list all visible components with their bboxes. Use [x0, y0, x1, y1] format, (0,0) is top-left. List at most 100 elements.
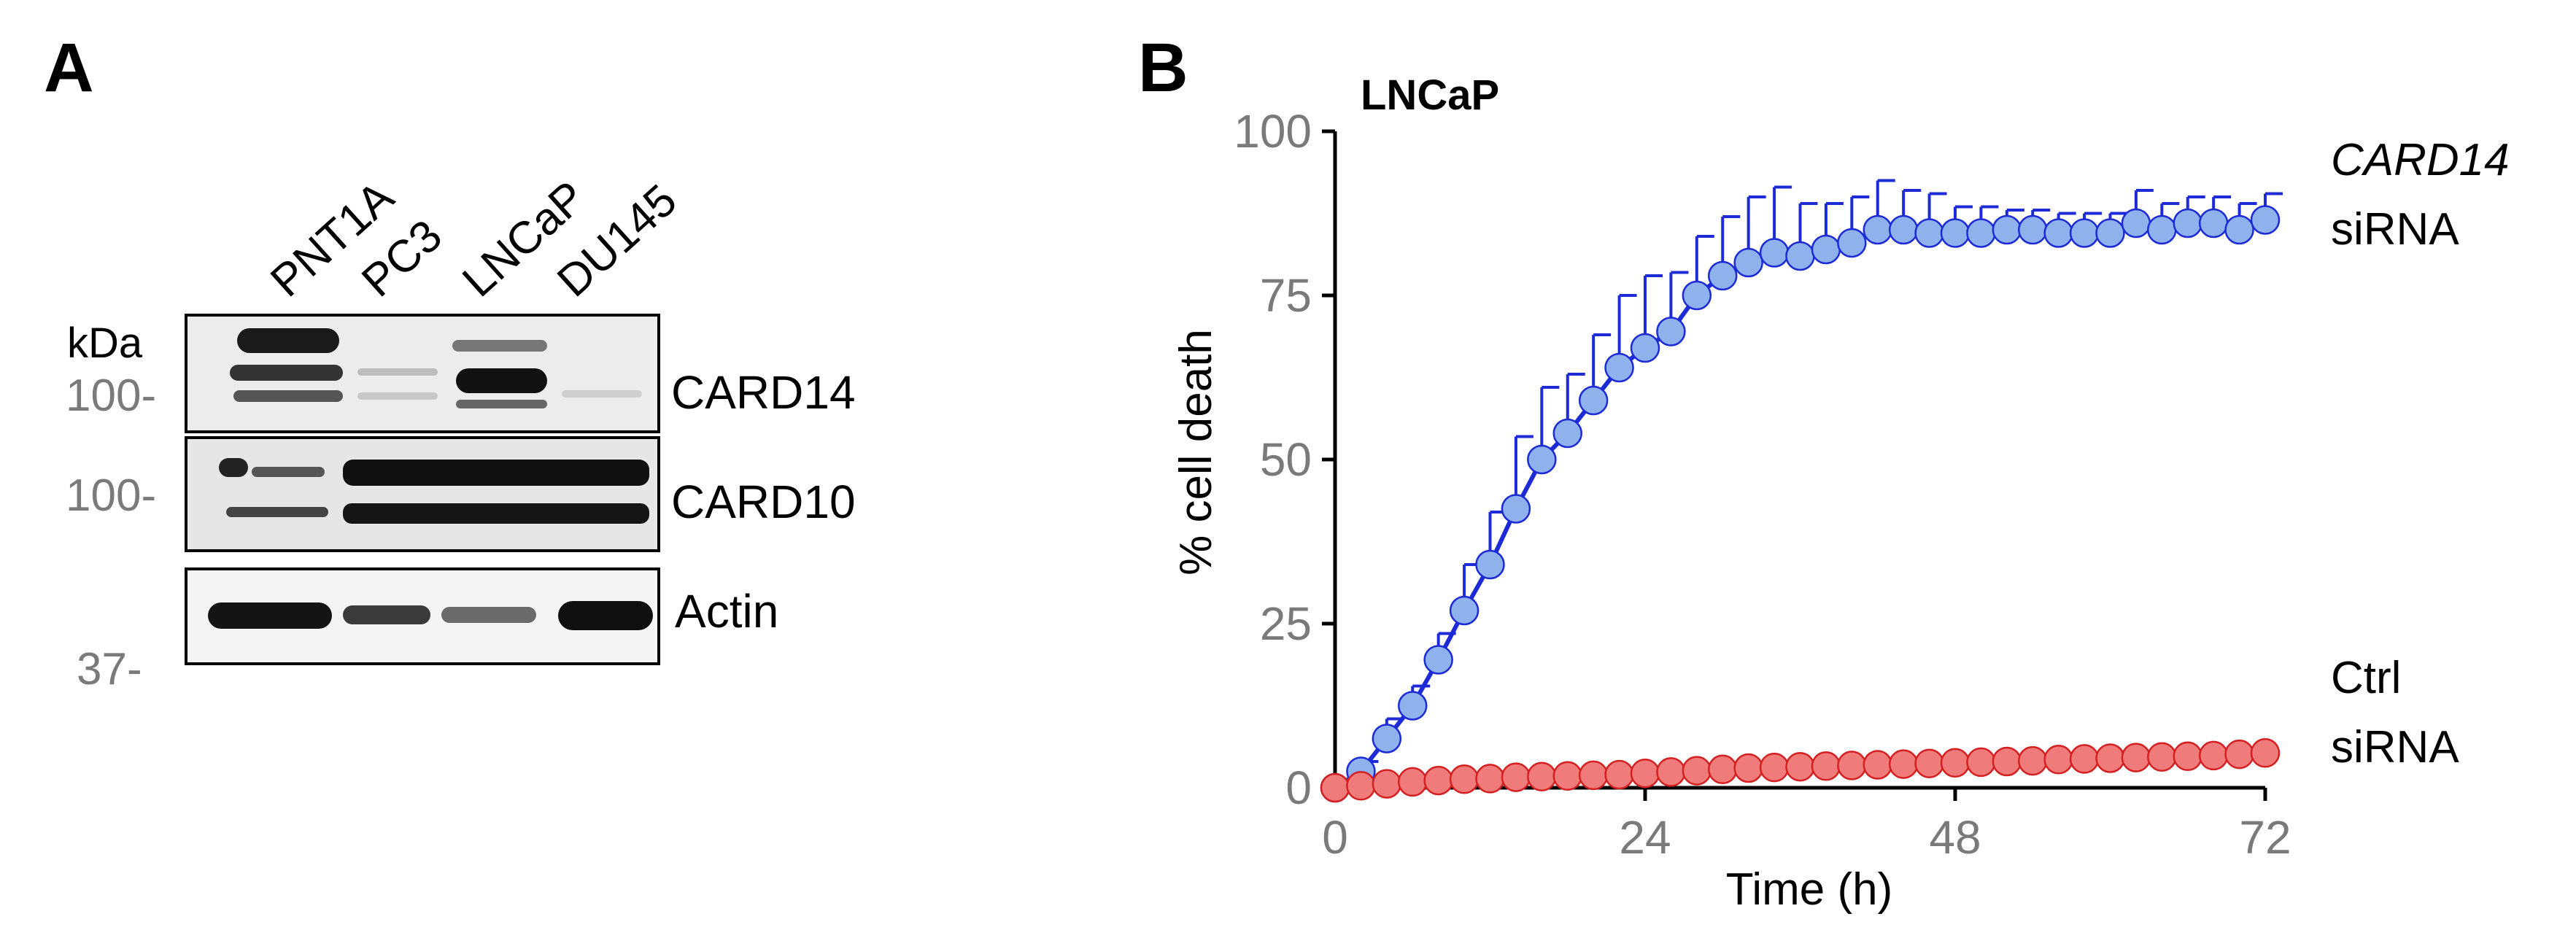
x-tick-label: 0: [1322, 811, 1348, 864]
data-point: [1630, 333, 1660, 363]
y-tick-label: 0: [1285, 762, 1312, 814]
kda-label: kDa: [67, 319, 143, 367]
data-point: [1733, 247, 1763, 278]
protein-label-card14: CARD14: [671, 366, 856, 419]
data-point: [2043, 218, 2073, 248]
y-tick-label: 50: [1260, 433, 1312, 486]
data-point: [1398, 767, 1428, 797]
data-point: [2095, 218, 2125, 248]
data-point: [2121, 208, 2151, 239]
data-point: [1372, 724, 1402, 753]
data-point: [1992, 214, 2022, 245]
data-point: [1914, 218, 1944, 248]
data-point: [1552, 761, 1582, 791]
data-point: [2147, 742, 2177, 772]
data-point: [2069, 744, 2100, 774]
data-point: [1552, 418, 1582, 449]
panel-b: B LNCaP 0 25 50 75 100 0 24 48 72 % cell death T…: [1138, 29, 2510, 915]
data-point: [1940, 748, 1970, 778]
blot-actin: [185, 567, 660, 665]
data-point: [2069, 218, 2100, 248]
data-point: [1501, 762, 1531, 792]
data-point: [1811, 234, 1841, 265]
data-point: [1630, 758, 1660, 788]
data-point: [1966, 747, 1996, 778]
data-point: [1837, 751, 1867, 780]
data-point: [1992, 746, 2022, 777]
data-point: [1759, 752, 1790, 783]
y-tick-label: 100: [1234, 105, 1312, 158]
marker-actin: 37-: [77, 644, 142, 694]
series-card14-sirna: [1320, 179, 2283, 803]
data-point: [1423, 765, 1453, 796]
data-point: [2095, 743, 2125, 773]
data-point: [1682, 756, 1712, 786]
data-point: [2198, 740, 2229, 771]
data-point: [1785, 751, 1815, 782]
data-point: [1501, 494, 1531, 524]
legend-card14-line1: CARD14: [2331, 135, 2510, 185]
protein-label-card10: CARD10: [671, 476, 856, 528]
blot-card10: [185, 436, 660, 552]
protein-label-actin: Actin: [675, 585, 778, 638]
data-point: [1759, 238, 1790, 268]
data-point: [1888, 749, 1919, 779]
blot-card14: [185, 314, 660, 433]
series-line: [1334, 217, 2267, 790]
data-point: [1656, 757, 1686, 787]
panel-a-letter: A: [44, 29, 94, 106]
data-point: [1527, 762, 1557, 791]
data-point: [2173, 208, 2202, 239]
data-point: [1940, 218, 1970, 248]
data-point: [2043, 745, 2073, 775]
y-tick-label: 75: [1260, 269, 1312, 322]
data-point: [1320, 772, 1350, 803]
data-point: [1785, 241, 1815, 271]
data-point: [1449, 595, 1480, 626]
data-point: [1527, 444, 1557, 475]
data-point: [2224, 214, 2254, 245]
data-point: [1346, 771, 1376, 801]
series-ctrl-sirna: [1320, 738, 2281, 803]
data-point: [2198, 208, 2229, 239]
data-point: [1604, 759, 1634, 790]
y-axis-label: % cell death: [1171, 329, 1221, 576]
data-point: [1811, 751, 1841, 781]
data-point: [1914, 748, 1944, 778]
data-point: [1423, 645, 1453, 675]
legend-ctrl-line2: siRNA: [2331, 722, 2459, 772]
data-point: [1733, 753, 1763, 783]
x-axis-label: Time (h): [1726, 864, 1892, 915]
x-tick-label: 48: [1929, 811, 1981, 864]
data-point: [2250, 205, 2281, 235]
data-point: [1656, 317, 1686, 346]
data-point: [1863, 214, 1892, 245]
x-tick-label: 24: [1619, 811, 1671, 864]
data-point: [2250, 738, 2281, 768]
marker-card14: 100-: [66, 371, 156, 421]
data-point: [2147, 214, 2177, 245]
data-point: [2018, 745, 2048, 776]
data-point: [1888, 214, 1919, 245]
marker-card10: 100-: [66, 470, 156, 521]
data-point: [2018, 214, 2048, 245]
legend-card14-line2: siRNA: [2331, 204, 2459, 255]
data-point: [1863, 750, 1892, 780]
data-point: [2224, 739, 2254, 770]
data-point: [1682, 280, 1712, 311]
legend-ctrl-line1: Ctrl: [2331, 653, 2401, 703]
x-tick-label: 72: [2239, 811, 2291, 864]
panel-a: A PNT1A PC3 LNCaP DU145 kDa 100- CARD14: [44, 29, 856, 694]
chart-title: LNCaP: [1361, 71, 1499, 119]
data-point: [1604, 352, 1634, 383]
data-point: [2121, 743, 2151, 772]
data-point: [1398, 691, 1428, 721]
data-point: [1449, 764, 1480, 794]
data-point: [1578, 760, 1609, 791]
data-point: [2173, 741, 2202, 772]
data-point: [1966, 218, 1996, 248]
panel-b-letter: B: [1138, 29, 1188, 106]
data-point: [1708, 260, 1738, 291]
data-point: [1837, 228, 1867, 258]
